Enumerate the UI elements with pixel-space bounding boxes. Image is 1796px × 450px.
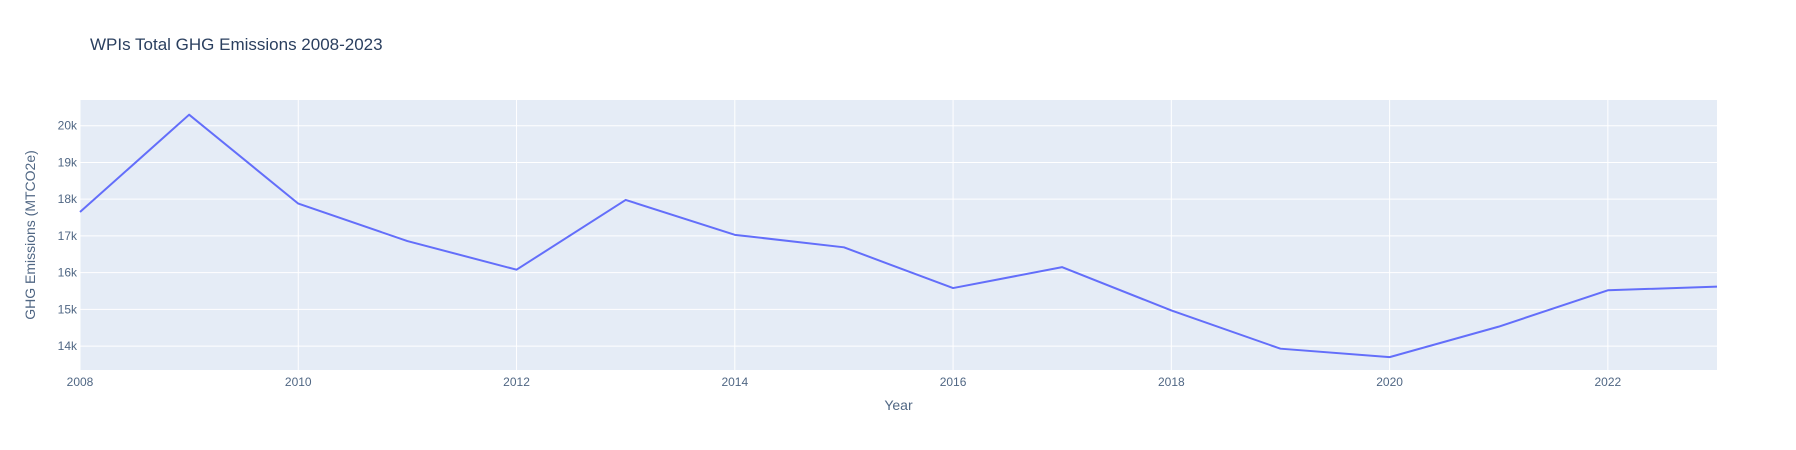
x-tick-label: 2016 (940, 375, 967, 389)
x-tick-label: 2010 (285, 375, 312, 389)
x-tick-label: 2018 (1158, 375, 1185, 389)
y-tick-label: 16k (58, 266, 78, 280)
y-axis-title: GHG Emissions (MTCO2e) (22, 150, 38, 320)
y-tick-label: 19k (58, 155, 78, 169)
x-tick-label: 2012 (503, 375, 530, 389)
plot-area (80, 100, 1717, 370)
x-tick-label: 2008 (67, 375, 94, 389)
grid-lines (79, 100, 1717, 370)
y-axis-ticks: 14k 15k 16k 17k 18k 19k 20k (58, 119, 78, 353)
chart-title: WPIs Total GHG Emissions 2008-2023 (90, 35, 383, 54)
x-tick-label: 2022 (1595, 375, 1622, 389)
y-tick-label: 20k (58, 119, 78, 133)
x-tick-label: 2020 (1376, 375, 1403, 389)
x-axis-ticks: 2008 2010 2012 2014 2016 2018 2020 2022 (67, 375, 1622, 389)
x-axis-title: Year (884, 397, 913, 413)
y-tick-label: 17k (58, 229, 78, 243)
series-line (79, 113, 1718, 359)
x-tick-label: 2014 (721, 375, 748, 389)
series-layer (79, 113, 1718, 359)
y-tick-label: 18k (58, 192, 78, 206)
y-tick-label: 14k (58, 339, 78, 353)
y-tick-label: 15k (58, 302, 78, 316)
